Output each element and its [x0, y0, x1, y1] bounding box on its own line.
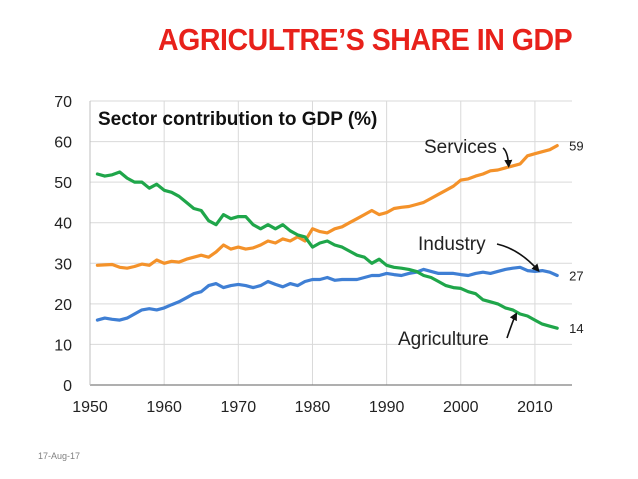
x-tick-label: 1980: [295, 399, 331, 416]
annotation-arrow-industry: [496, 243, 540, 273]
annotation-agriculture: Agriculture: [398, 329, 489, 350]
series-line-services: [95, 144, 559, 270]
series-line-industry: [95, 265, 559, 322]
x-tick-label: 1960: [146, 399, 182, 416]
chart-title: Sector contribution to GDP (%): [98, 109, 377, 130]
y-tick-label: 0: [63, 378, 72, 395]
chart-axes: 0 10 20 30 40 50 60 70 1950 1960 1970 1980 1990 2000 2…: [54, 94, 572, 416]
y-tick-label: 30: [54, 256, 72, 273]
end-label-agriculture: 14: [569, 321, 583, 336]
slide-date: 17-Aug-17: [38, 451, 81, 461]
annotation-industry: Industry: [418, 234, 486, 255]
chart-series: [95, 144, 559, 330]
y-tick-label: 70: [54, 94, 72, 111]
y-tick-label: 40: [54, 216, 72, 233]
end-label-industry: 27: [569, 268, 583, 283]
annotation-arrow-agriculture: [506, 312, 518, 339]
annotation-arrow-services: [502, 147, 513, 168]
y-tick-label: 50: [54, 175, 72, 192]
y-tick-label: 60: [54, 135, 72, 152]
x-tick-label: 1990: [369, 399, 405, 416]
chart-annotations: 59 27 14 Services Industry Agriculture: [398, 137, 584, 350]
x-tick-label: 1950: [72, 399, 108, 416]
y-tick-label: 10: [54, 337, 72, 354]
x-tick-label: 2000: [443, 399, 479, 416]
slide-title-text: AGRICULTRE’S SHARE IN GDP: [157, 22, 573, 57]
x-tick-label: 1970: [221, 399, 257, 416]
end-label-services: 59: [569, 139, 583, 154]
x-tick-label: 2010: [517, 399, 553, 416]
y-tick-label: 20: [54, 297, 72, 314]
slide-title: AGRICULTRE’S SHARE IN GDP: [0, 22, 638, 58]
series-line-agriculture: [95, 170, 559, 330]
annotation-services: Services: [424, 137, 497, 158]
